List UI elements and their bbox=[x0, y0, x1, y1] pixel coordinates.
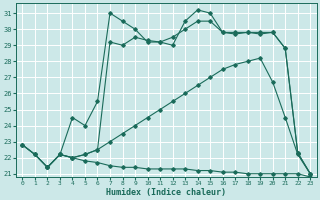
X-axis label: Humidex (Indice chaleur): Humidex (Indice chaleur) bbox=[106, 188, 226, 197]
